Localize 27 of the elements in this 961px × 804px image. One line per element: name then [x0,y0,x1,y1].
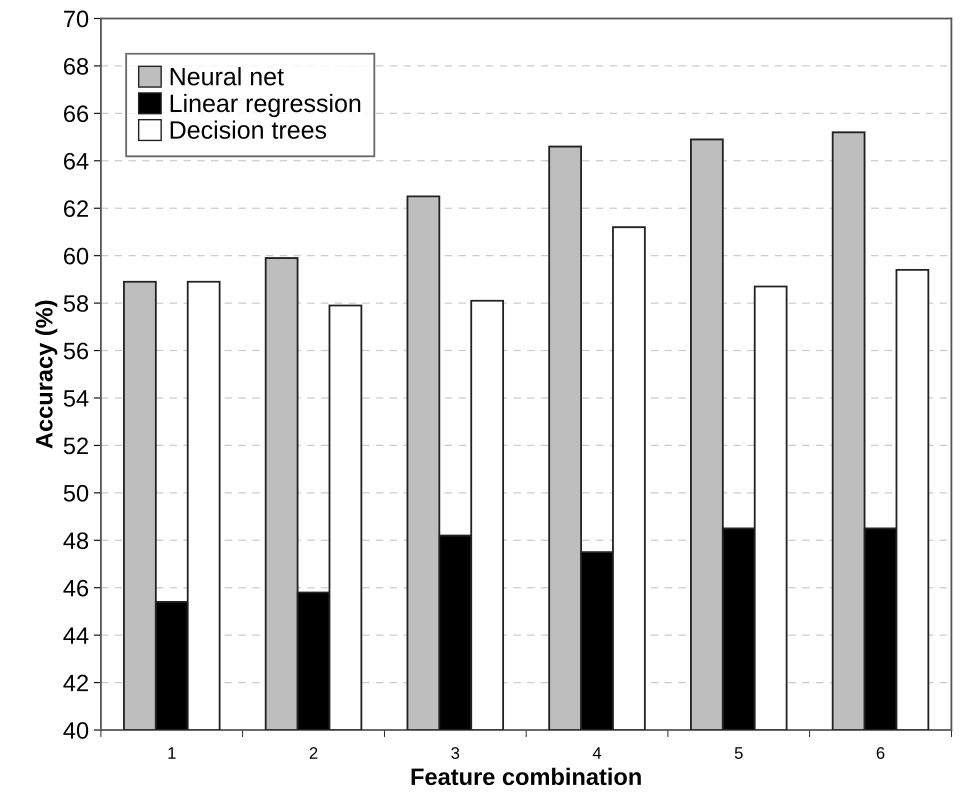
x-tick-label: 4 [592,747,602,759]
y-tick-label: 60 [64,248,88,264]
x-tick-label: 3 [451,747,460,759]
y-tick-label: 44 [63,627,88,644]
y-tick-label: 52 [64,437,88,454]
legend-label: Decision trees [170,120,326,139]
x-tick-label: 1 [168,747,176,759]
y-tick-label: 56 [64,342,88,360]
y-tick-label: 64 [64,152,88,170]
y-tick-label: 62 [64,200,88,218]
x-tick-label: 5 [734,747,743,759]
y-tick-label: 40 [63,722,88,739]
y-tick-label: 50 [64,484,88,502]
y-tick-label: 54 [64,390,88,407]
legend-label: Linear regression [170,94,360,118]
y-tick-label: 46 [63,580,88,597]
y-tick-label: 70 [64,10,88,28]
y-tick-label: 48 [63,532,88,550]
y-tick-label: 66 [64,105,88,122]
x-tick-label: 6 [876,747,884,759]
y-tick-label: 68 [64,58,88,75]
x-axis-title: Feature combination [412,768,641,786]
legend-label: Neural net [170,67,284,86]
y-tick-label: 58 [64,295,88,312]
x-tick-label: 2 [310,747,318,759]
y-axis-title: Accuracy (%) [35,300,58,448]
y-tick-label: 42 [63,674,88,692]
